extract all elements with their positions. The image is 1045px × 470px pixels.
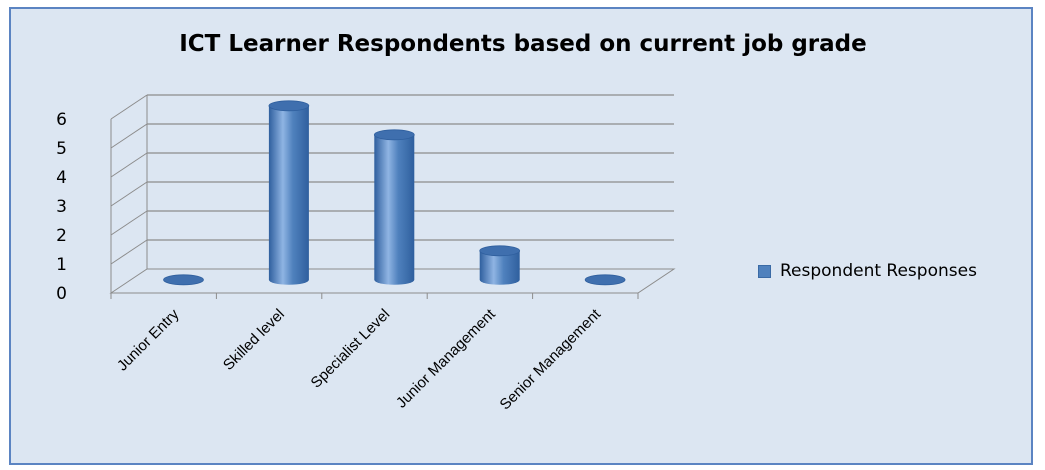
bar xyxy=(163,274,204,286)
chart-title: ICT Learner Respondents based on current… xyxy=(179,31,867,57)
side-wall-line xyxy=(110,239,148,265)
y-tick-label: 6 xyxy=(56,110,67,130)
side-wall-line xyxy=(110,94,148,120)
y-tick-label: 4 xyxy=(56,168,67,188)
x-tick-label: Skilled level xyxy=(220,306,288,374)
y-tick-label: 3 xyxy=(56,197,67,217)
plot-area: 0 1 2 3 4 5 6 Junior Entry Skilled level Speciali… xyxy=(56,94,676,413)
x-tick-label: Junior Management xyxy=(393,305,499,411)
bar xyxy=(268,100,310,285)
side-wall-line xyxy=(110,123,148,149)
side-wall-line xyxy=(110,181,148,207)
legend-swatch xyxy=(758,264,771,278)
floor xyxy=(109,268,676,294)
y-tick-label: 2 xyxy=(56,226,67,246)
side-wall-line xyxy=(110,152,148,178)
y-tick-label: 1 xyxy=(56,255,67,275)
bar xyxy=(479,245,521,285)
legend-label: Respondent Responses xyxy=(780,261,977,281)
bar xyxy=(373,129,415,285)
side-wall-line xyxy=(110,210,148,236)
legend: Respondent Responses xyxy=(758,261,977,281)
chart-frame: ICT Learner Respondents based on current… xyxy=(9,7,1033,465)
y-tick-label: 0 xyxy=(56,284,67,304)
x-tick-label: Senior Management xyxy=(497,305,605,413)
bar xyxy=(584,274,626,286)
x-tick-label: Junior Entry xyxy=(114,305,183,374)
x-tick-label: Specialist Level xyxy=(308,306,394,392)
y-tick-label: 5 xyxy=(56,139,67,159)
